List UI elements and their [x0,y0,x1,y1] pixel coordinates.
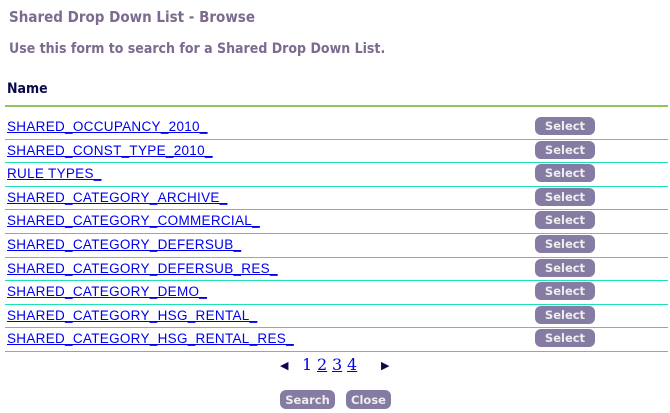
select-button[interactable]: Select [535,211,595,230]
list-name-link[interactable]: SHARED_CATEGORY_COMMERCIAL_ [7,213,260,229]
list-name-link[interactable]: SHARED_CATEGORY_HSG_RENTAL_ [7,307,258,323]
list-name-link[interactable]: SHARED_OCCUPANCY_2010_ [7,119,208,134]
column-header-name: Name [7,81,48,97]
select-button[interactable]: Select [535,282,595,301]
select-button[interactable]: Select [535,117,595,135]
list-name-link[interactable]: SHARED_CATEGORY_DEFERSUB_ [7,236,242,252]
results-table: SHARED_OCCUPANCY_2010_ Select SHARED_CONST… [5,116,668,352]
select-button[interactable]: Select [535,305,595,324]
table-row: SHARED_CATEGORY_HSG_RENTAL_ Select [5,305,668,329]
page-3-link[interactable]: 3 [332,355,343,374]
close-button[interactable]: Close [346,390,391,409]
page-title: Shared Drop Down List - Browse [9,8,255,26]
list-name-link[interactable]: SHARED_CATEGORY_HSG_RENTAL_RES_ [7,331,294,347]
select-button[interactable]: Select [535,329,595,348]
table-row: RULE TYPES_ Select [5,163,668,187]
header-divider [5,105,668,107]
table-row: SHARED_CATEGORY_DEMO_ Select [5,281,668,305]
table-row: SHARED_CATEGORY_COMMERCIAL_ Select [5,210,668,234]
table-row: SHARED_CATEGORY_ARCHIVE_ Select [5,187,668,211]
table-row: SHARED_CATEGORY_DEFERSUB_ Select [5,234,668,258]
table-row: SHARED_CONST_TYPE_2010_ Select [5,140,668,164]
list-name-link[interactable]: SHARED_CATEGORY_DEMO_ [7,284,208,300]
table-row: SHARED_OCCUPANCY_2010_ Select [5,116,668,140]
list-name-link[interactable]: SHARED_CATEGORY_ARCHIVE_ [7,189,228,205]
select-button[interactable]: Select [535,187,595,206]
prev-page-icon[interactable]: ◀ [280,359,289,372]
table-row: SHARED_CATEGORY_DEFERSUB_RES_ Select [5,258,668,282]
page-1: 1 [302,355,313,374]
list-name-link[interactable]: SHARED_CONST_TYPE_2010_ [7,142,213,158]
select-button[interactable]: Select [535,164,595,183]
search-button[interactable]: Search [280,390,335,409]
list-name-link[interactable]: RULE TYPES_ [7,166,102,182]
page-4-link[interactable]: 4 [347,355,358,374]
page-subtitle: Use this form to search for a Shared Dro… [9,41,386,57]
list-name-link[interactable]: SHARED_CATEGORY_DEFERSUB_RES_ [7,260,278,276]
table-row: SHARED_CATEGORY_HSG_RENTAL_RES_ Select [5,328,668,352]
select-button[interactable]: Select [535,258,595,277]
next-page-icon[interactable]: ▶ [381,359,390,372]
select-button[interactable]: Select [535,234,595,253]
select-button[interactable]: Select [535,140,595,159]
page-2-link[interactable]: 2 [317,355,328,374]
